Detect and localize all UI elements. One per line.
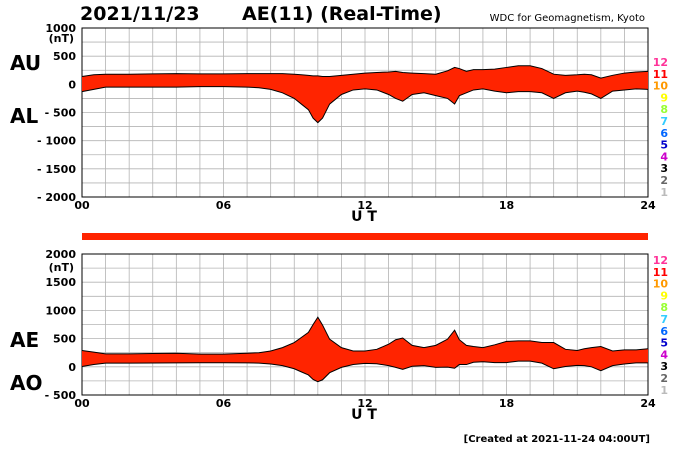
station-legend-item: 8	[660, 301, 668, 314]
au-al-area	[82, 65, 648, 123]
station-legend-item: 5	[660, 337, 668, 350]
station-legend-item: 3	[660, 162, 668, 175]
plot-frame	[81, 27, 649, 198]
y-tick-label: - 1000	[37, 135, 76, 148]
y-tick-label: 1000	[45, 304, 76, 317]
x-tick-label: 12	[357, 199, 372, 212]
panel-ae-ao: 2000 1500 1000 500 0 - 500 00 06 12 18 24 (nT) U …	[10, 248, 656, 423]
x-tick-label: 18	[499, 199, 514, 212]
station-legend-item: 4	[660, 348, 668, 361]
y-tick-label: - 1500	[37, 163, 76, 176]
au-line	[81, 65, 649, 79]
station-legend-item: 7	[660, 313, 668, 326]
station-legend-item: 2	[660, 174, 668, 187]
station-legend-item: 11	[653, 68, 668, 81]
station-legend-item: 12	[653, 56, 668, 69]
station-legend-item: 1	[660, 186, 668, 199]
station-legend-item: 10	[653, 278, 669, 291]
station-legend-item: 8	[660, 103, 668, 116]
y-tick-label: 500	[53, 50, 76, 63]
x-tick-label: 00	[74, 397, 90, 410]
station-legend-item: 7	[660, 115, 668, 128]
y-tick-label: 0	[68, 78, 76, 91]
station-legend-item: 4	[660, 150, 668, 163]
panel-au-al-unit: (nT)	[49, 32, 74, 45]
panel-ae-ao-yticks: 2000 1500 1000 500 0 - 500	[45, 248, 77, 402]
y-tick-label: 1000	[45, 22, 76, 35]
station-legend-item: 5	[660, 139, 668, 152]
station-legend-item: 2	[660, 372, 668, 385]
y-tick-label: - 2000	[37, 191, 76, 204]
date-title: 2021/11/23	[80, 3, 200, 25]
created-timestamp: [Created at 2021-11-24 04:00UT]	[464, 434, 650, 445]
x-tick-label: 18	[499, 397, 514, 410]
station-strip	[82, 233, 648, 240]
x-tick-label: 06	[216, 199, 232, 212]
ao-line	[81, 360, 648, 383]
y-tick-label: 2000	[45, 248, 76, 261]
station-legend-item: 11	[653, 266, 668, 279]
y-tick-label: 0	[68, 361, 76, 374]
station-legend-item: 6	[660, 127, 668, 140]
plot-frame	[81, 253, 649, 396]
au-label: AU	[10, 51, 41, 75]
x-tick-label: 24	[640, 199, 656, 212]
ao-label: AO	[10, 371, 42, 395]
station-legend-item: 12	[653, 254, 668, 267]
panel-ae-ao-grid	[81, 253, 649, 396]
al-label: AL	[10, 104, 38, 128]
station-legend-item: 6	[660, 325, 668, 338]
station-legend-item: 1	[660, 384, 668, 397]
panel-ae-ao-xticks: 00 06 12 18 24	[74, 397, 656, 410]
panel-ae-ao-xlabel: U T	[351, 407, 377, 423]
panel-au-al-grid	[81, 27, 649, 198]
ae-label: AE	[10, 328, 39, 352]
source-label: WDC for Geomagnetism, Kyoto	[490, 13, 645, 24]
panel-au-al-xlabel: U T	[351, 209, 377, 225]
x-tick-label: 24	[640, 397, 656, 410]
station-legend-item: 3	[660, 360, 668, 373]
al-line	[81, 86, 649, 124]
y-tick-label: - 500	[45, 107, 77, 120]
panel-au-al: 1000 500 0 - 500 - 1000 - 1500 - 2000 00 06 12 18…	[10, 22, 656, 225]
x-tick-label: 12	[357, 397, 372, 410]
x-tick-label: 06	[216, 397, 232, 410]
panel-au-al-xticks: 00 06 12 18 24	[74, 199, 656, 212]
y-tick-label: - 500	[45, 389, 77, 402]
station-legend-item: 10	[653, 80, 669, 93]
ae-line	[81, 316, 649, 355]
ae-ao-area	[82, 317, 648, 382]
y-tick-label: 1500	[45, 276, 76, 289]
station-legend-item: 9	[660, 91, 668, 104]
y-tick-label: 500	[53, 333, 76, 346]
panel-au-al-yticks: 1000 500 0 - 500 - 1000 - 1500 - 2000	[37, 22, 76, 204]
index-title: AE(11) (Real-Time)	[242, 3, 442, 25]
station-legend-item: 9	[660, 289, 668, 302]
x-tick-label: 00	[74, 199, 90, 212]
panel-ae-ao-unit: (nT)	[49, 261, 74, 274]
